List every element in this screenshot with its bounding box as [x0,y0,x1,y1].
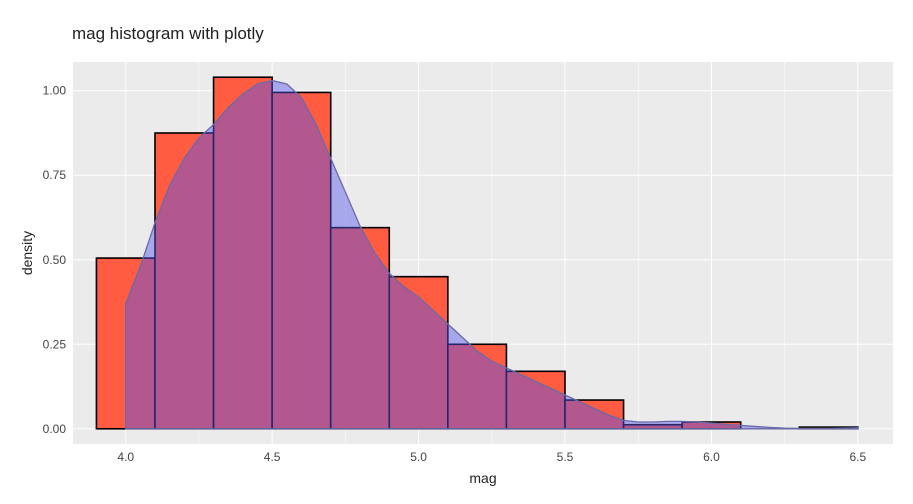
density-curve [125,79,859,430]
histogram-bar [564,399,625,430]
histogram-bar [154,132,215,430]
y-axis-ticks: 0.00 0.25 0.50 0.75 1.00 [43,84,67,436]
histogram-bar [271,91,332,430]
density-curve-layer [125,79,859,430]
y-tick-label: 0.25 [43,337,67,351]
x-tick-label: 6.5 [850,450,867,464]
histogram-bar [329,226,391,430]
x-axis-title: mag [469,470,496,486]
y-axis-title: density [19,231,35,275]
y-tick-label: 0.75 [43,168,67,182]
x-tick-label: 4.0 [117,450,134,464]
histogram-bar [447,343,508,430]
y-tick-label: 0.50 [43,253,67,267]
x-tick-label: 4.5 [264,450,281,464]
x-axis-ticks: 4.0 4.5 5.0 5.5 6.0 6.5 [117,450,866,464]
x-tick-label: 5.5 [557,450,574,464]
y-tick-label: 0.00 [43,422,67,436]
x-tick-label: 6.0 [703,450,720,464]
histogram-bar [212,76,273,430]
chart-title: mag histogram with plotly [72,24,264,43]
histogram-bars [95,76,859,430]
y-tick-label: 1.00 [43,84,67,98]
x-tick-label: 5.0 [410,450,427,464]
